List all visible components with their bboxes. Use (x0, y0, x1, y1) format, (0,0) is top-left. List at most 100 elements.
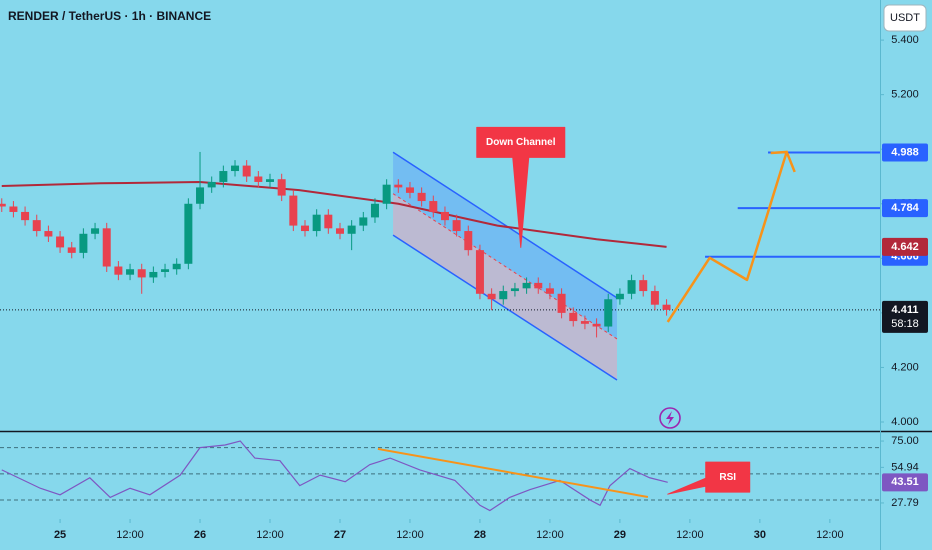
alert-bolt (666, 411, 674, 425)
currency-box[interactable] (883, 4, 927, 32)
candle-body (615, 293, 624, 300)
x-tick-label: 12:00 (256, 529, 284, 541)
candle-body (219, 171, 228, 182)
candle-body (91, 228, 100, 234)
candle-body (161, 269, 170, 272)
rsi-line (1, 440, 668, 512)
candle-body (545, 288, 554, 294)
candle-body (464, 231, 473, 251)
candle-body (499, 291, 508, 300)
candle-body (335, 228, 344, 234)
candle-body (172, 263, 181, 270)
level-badge-label: 4.784 (891, 202, 919, 214)
candle-body (79, 233, 88, 253)
last-price-badge (882, 300, 928, 333)
candle-body (382, 184, 391, 204)
candle-body (650, 291, 659, 305)
level-badge (882, 199, 928, 218)
candle-body (359, 217, 368, 226)
ma-badge-label: 4.642 (891, 241, 919, 253)
rsi-callout-text: RSI (719, 472, 736, 483)
candle-body (32, 220, 41, 232)
candle-body (405, 187, 414, 193)
rsi-callout (667, 461, 751, 495)
candle-body (604, 299, 613, 327)
candle-body (592, 323, 601, 327)
candle-body (231, 165, 240, 172)
candle-body (114, 266, 123, 275)
candle-body (440, 211, 449, 221)
chart-title: RENDER / TetherUS · 1h · BINANCE (8, 9, 211, 23)
candle-body (102, 228, 111, 267)
channel-upper-fill (393, 152, 617, 339)
currency: USDT (890, 12, 920, 24)
x-tick-label: 12:00 (116, 529, 144, 541)
candle-body (639, 280, 648, 292)
rsi-tick-label: 75.00 (891, 435, 919, 447)
x-tick-label: 12:00 (536, 529, 564, 541)
candle-body (417, 192, 426, 202)
rsi-tick-label: 27.79 (891, 497, 919, 509)
candle-body (9, 206, 18, 212)
candle-body (324, 214, 333, 229)
y-tick-label: 4.200 (891, 361, 919, 373)
countdown-label: 58:18 (891, 318, 919, 330)
projection-arrowhead (770, 150, 796, 173)
level-badge-label: 4.988 (891, 146, 919, 158)
candle-body (21, 211, 30, 221)
candle-body (452, 220, 461, 232)
candle-body (44, 231, 53, 237)
candle-body (254, 176, 263, 182)
channel-lower-fill (393, 193, 617, 380)
candle-body (534, 282, 543, 289)
rsi-pane: 75.00 54.94 27.79 (0, 435, 919, 512)
channel-upper (392, 151, 618, 299)
candle-body (662, 304, 671, 310)
channel-lower (392, 234, 618, 381)
candle-body (137, 269, 146, 278)
candle-body (289, 195, 298, 226)
projection (666, 151, 788, 323)
ma-badge (882, 237, 928, 256)
y-tick-label: 4.000 (891, 416, 919, 428)
candle-body (207, 181, 216, 188)
y-tick-label: 5.200 (891, 89, 919, 101)
rsi-badge-label: 43.51 (891, 476, 919, 488)
candle-body (56, 236, 65, 248)
level-badge (882, 143, 928, 162)
candle-body (510, 288, 519, 292)
candle-body (126, 269, 135, 275)
moving-average (1, 180, 667, 248)
candle-body (347, 225, 356, 234)
rsi-trendline (377, 447, 649, 499)
candle-body (242, 165, 251, 177)
candle-body (184, 203, 193, 264)
candle-body (569, 312, 578, 322)
candle-body (277, 179, 286, 196)
x-tick-label: 27 (334, 529, 346, 541)
callout-text: Down Channel (486, 137, 556, 148)
overlay: Down ChannelRSI4.9884.7844.6064.6424.411… (476, 126, 928, 495)
candle-body (0, 203, 6, 207)
x-tick-label: 30 (754, 529, 766, 541)
candle-body (67, 247, 76, 253)
x-tick-label: 25 (54, 529, 66, 541)
candle-body (300, 225, 309, 232)
x-tick-label: 12:00 (676, 529, 704, 541)
candle-body (580, 321, 589, 324)
x-tick-label: 26 (194, 529, 206, 541)
candle-body (627, 280, 636, 294)
channel-mid (392, 193, 618, 340)
x-tick-label: 12:00 (816, 529, 844, 541)
last-price-label: 4.411 (892, 304, 919, 316)
candle-body (522, 282, 531, 289)
rsi-badge (882, 473, 928, 492)
alert-icon[interactable] (659, 407, 681, 429)
rsi-tick-label: 54.94 (891, 461, 919, 473)
candle-body (557, 293, 566, 313)
candle-body (370, 203, 379, 218)
x-tick-label: 28 (474, 529, 486, 541)
candle-body (312, 214, 321, 232)
